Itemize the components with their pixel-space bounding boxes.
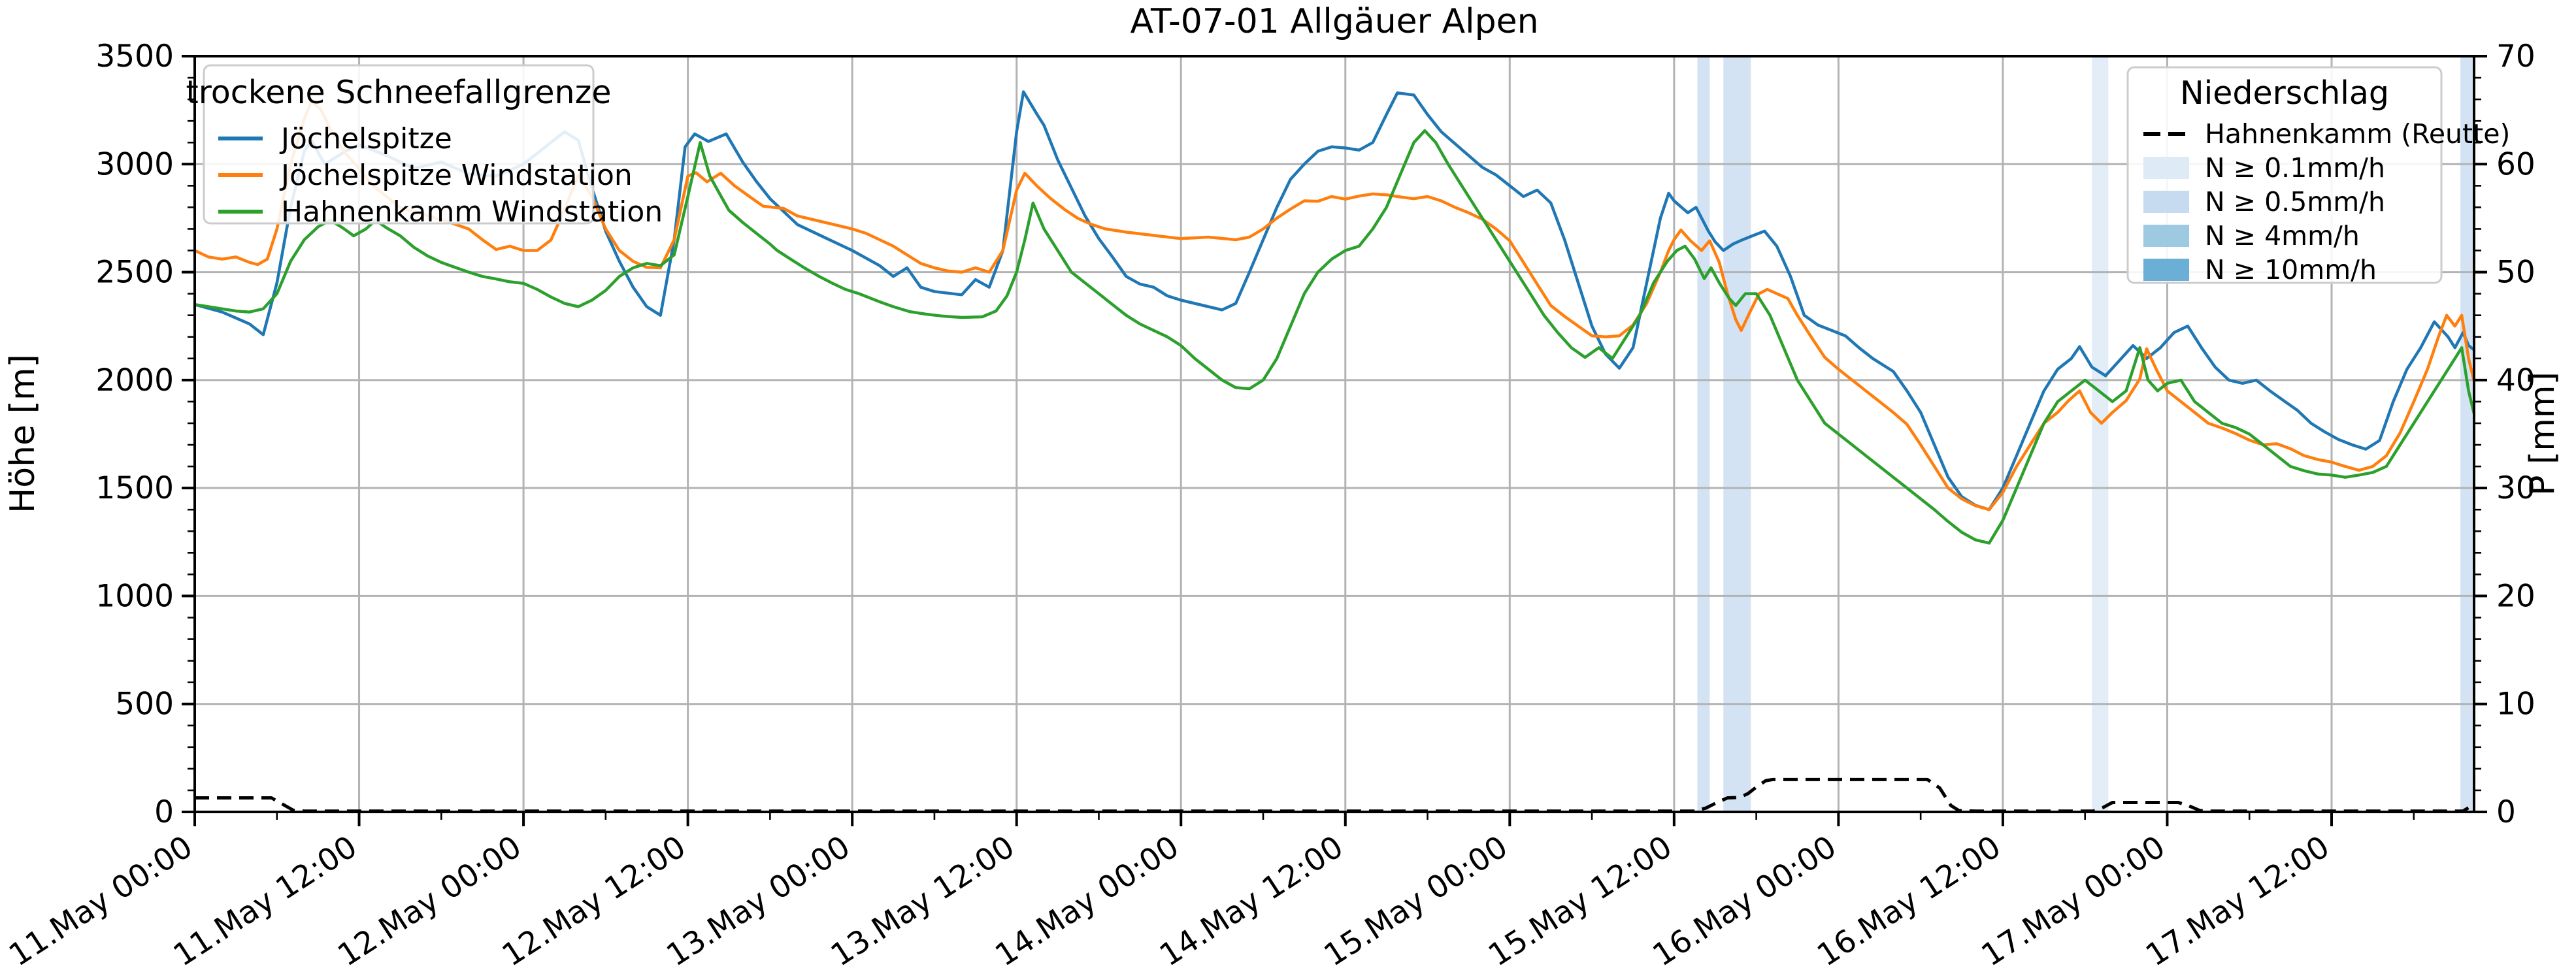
legend-band-swatch xyxy=(2143,225,2189,247)
y-left-axis-label: Höhe [m] xyxy=(3,354,42,513)
legend-snowline: trockene Schneefallgrenze Jöchelspitze Jöc… xyxy=(186,64,663,229)
legend-snowline-box xyxy=(203,64,595,225)
legend-precip-band-label: N ≥ 0.5mm/h xyxy=(2205,186,2385,218)
y-left-tick-label: 3500 xyxy=(95,39,174,74)
y-right-tick-label: 30 xyxy=(2496,470,2535,506)
precip-band xyxy=(1723,56,1751,812)
y-right-axis-label: P [mm] xyxy=(2523,372,2562,496)
legend-precip-band-label: N ≥ 10mm/h xyxy=(2205,254,2377,285)
legend-snowline-title: trockene Schneefallgrenze xyxy=(186,74,612,111)
y-right-tick-label: 10 xyxy=(2496,687,2535,722)
y-right-tick-label: 70 xyxy=(2496,39,2535,74)
y-right-tick-label: 0 xyxy=(2496,794,2516,830)
series-hahnenkamm-reutte- xyxy=(195,777,2475,813)
y-left-tick-label: 3000 xyxy=(95,146,174,182)
legend-snowline-entry-label: Jöchelspitze Windstation xyxy=(279,159,633,192)
precip-band xyxy=(1697,56,1710,812)
x-tick-label: 17.May 12:00 xyxy=(2139,829,2336,967)
y-right-tick-label: 20 xyxy=(2496,578,2535,614)
y-left-tick-label: 1000 xyxy=(95,578,174,614)
legend-precip-band-label: N ≥ 0.1mm/h xyxy=(2205,152,2385,184)
precip-band xyxy=(2460,56,2474,812)
y-left-tick-label: 2500 xyxy=(95,255,174,291)
legend-precip: Niederschlag Hahnenkamm (Reutte)N ≥ 0.1mm… xyxy=(2126,66,2510,285)
y-right-tick-label: 50 xyxy=(2496,255,2535,291)
precip-bands-layer xyxy=(1697,56,2474,812)
legend-snowline-entry-label: Hahnenkamm Windstation xyxy=(281,195,663,229)
y-left-tick-label: 0 xyxy=(154,794,174,830)
legend-precip-title: Niederschlag xyxy=(2180,74,2389,112)
legend-snowline-entry-label: Jöchelspitze xyxy=(279,122,452,155)
y-left-tick-label: 1500 xyxy=(95,470,174,506)
y-left-tick-label: 2000 xyxy=(95,363,174,398)
y-right-tick-label: 40 xyxy=(2496,363,2535,398)
precip-band xyxy=(2092,56,2109,812)
legend-precip-line-label: Hahnenkamm (Reutte) xyxy=(2205,118,2510,150)
legend-band-swatch xyxy=(2143,259,2189,281)
legend-band-swatch xyxy=(2143,191,2189,213)
legend-precip-box xyxy=(2126,66,2443,284)
legends-layer: trockene Schneefallgrenze Jöchelspitze Jöc… xyxy=(186,64,2510,285)
legend-band-swatch xyxy=(2143,157,2189,179)
plot-border xyxy=(193,55,2475,813)
series-hahnenkamm-windstation xyxy=(194,129,2476,545)
y-right-tick-label: 60 xyxy=(2496,146,2535,182)
chart-title: AT-07-01 Allgäuer Alpen xyxy=(1130,2,1538,41)
y-left-tick-label: 500 xyxy=(115,687,174,722)
legend-precip-band-label: N ≥ 4mm/h xyxy=(2205,220,2360,251)
